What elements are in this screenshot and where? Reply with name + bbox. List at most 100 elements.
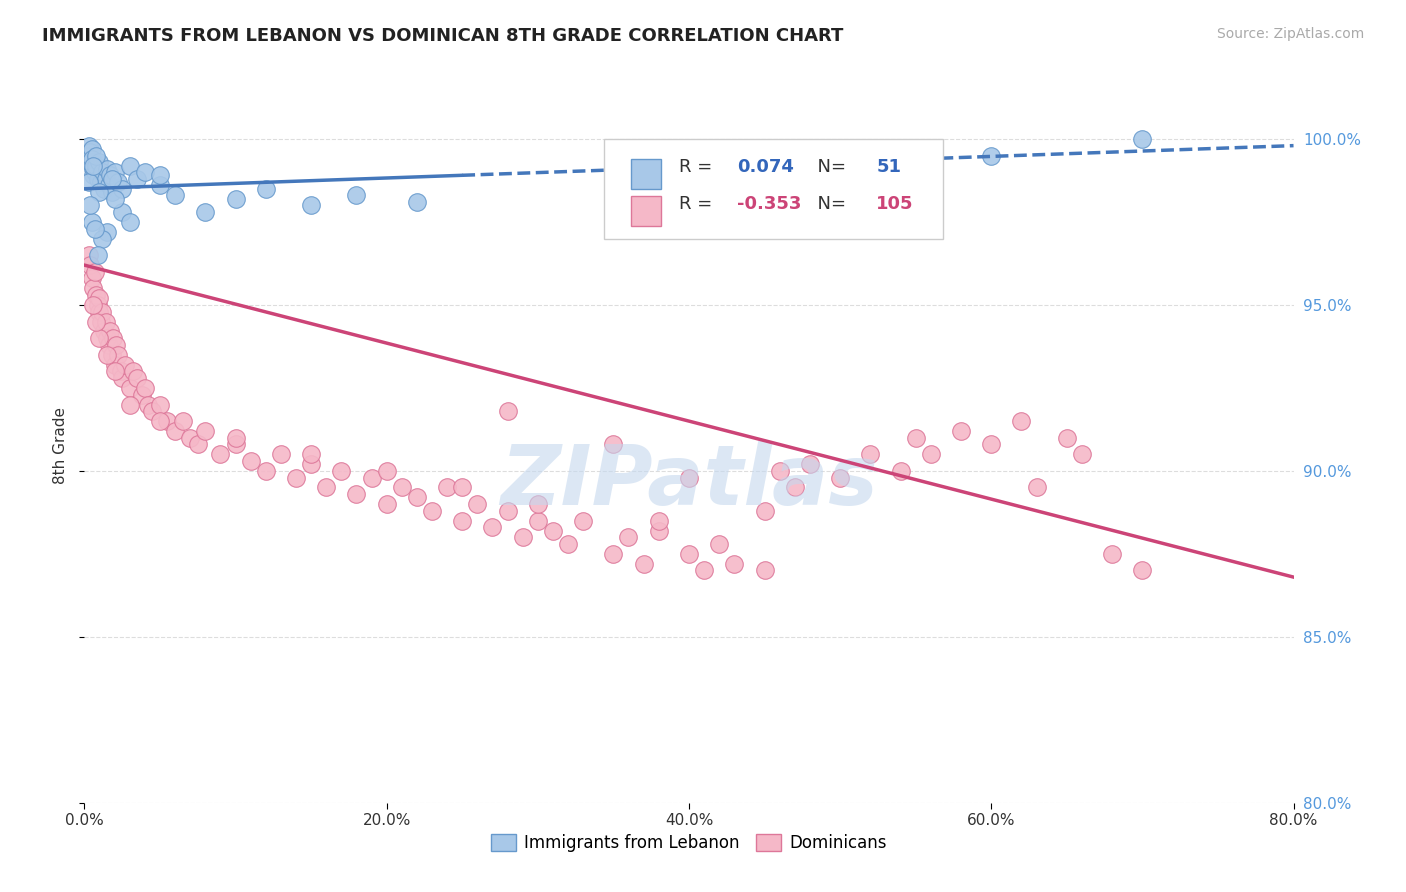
Point — [360, 470, 382, 484]
Point — [79, 155, 101, 169]
Point — [96, 161, 118, 176]
Point — [254, 182, 277, 196]
Point — [86, 288, 108, 302]
Point — [89, 155, 111, 169]
Point — [82, 159, 104, 173]
Point — [754, 564, 776, 578]
Point — [86, 159, 108, 173]
Point — [87, 298, 110, 312]
Point — [84, 221, 107, 235]
Point — [904, 431, 927, 445]
Point — [496, 504, 519, 518]
Point — [86, 314, 108, 328]
Point — [79, 145, 101, 160]
Point — [104, 165, 127, 179]
Point — [709, 537, 731, 551]
Point — [859, 447, 882, 461]
Point — [93, 182, 115, 196]
Point — [299, 447, 322, 461]
Point — [149, 414, 172, 428]
Point — [79, 258, 101, 272]
Point — [110, 364, 132, 378]
Point — [451, 514, 474, 528]
Text: 105: 105 — [876, 195, 914, 213]
Point — [346, 487, 368, 501]
Point — [86, 148, 108, 162]
Point — [97, 178, 120, 193]
Point — [91, 304, 114, 318]
Point — [131, 387, 153, 401]
Point — [111, 182, 134, 196]
Point — [1132, 564, 1154, 578]
Point — [98, 325, 121, 339]
Point — [194, 205, 217, 219]
Point — [436, 481, 458, 495]
Point — [76, 148, 98, 162]
Point — [481, 520, 503, 534]
Text: -0.353: -0.353 — [737, 195, 801, 213]
Point — [82, 281, 104, 295]
Point — [94, 171, 117, 186]
Point — [134, 381, 156, 395]
Point — [406, 195, 429, 210]
Point — [84, 165, 107, 179]
Point — [391, 481, 413, 495]
Point — [91, 231, 114, 245]
Point — [100, 171, 122, 186]
FancyBboxPatch shape — [631, 160, 661, 189]
Point — [118, 397, 141, 411]
Point — [127, 371, 149, 385]
Text: IMMIGRANTS FROM LEBANON VS DOMINICAN 8TH GRADE CORRELATION CHART: IMMIGRANTS FROM LEBANON VS DOMINICAN 8TH… — [42, 27, 844, 45]
Point — [783, 481, 806, 495]
Point — [920, 447, 942, 461]
Text: 51: 51 — [876, 158, 901, 177]
Point — [1025, 481, 1047, 495]
Point — [134, 165, 156, 179]
Text: R =: R = — [679, 195, 718, 213]
Point — [149, 397, 172, 411]
Point — [165, 424, 187, 438]
Point — [90, 314, 112, 328]
Point — [980, 437, 1002, 451]
Point — [96, 348, 118, 362]
Point — [141, 404, 163, 418]
Point — [194, 424, 217, 438]
Point — [602, 437, 624, 451]
Y-axis label: 8th Grade: 8th Grade — [52, 408, 67, 484]
Point — [80, 215, 103, 229]
Point — [890, 464, 912, 478]
Text: N=: N= — [806, 195, 852, 213]
FancyBboxPatch shape — [605, 139, 943, 239]
Point — [118, 159, 141, 173]
Legend: Immigrants from Lebanon, Dominicans: Immigrants from Lebanon, Dominicans — [484, 827, 894, 859]
Point — [100, 348, 122, 362]
Point — [84, 265, 107, 279]
Point — [754, 504, 776, 518]
Point — [82, 169, 104, 183]
Point — [187, 437, 209, 451]
Point — [118, 215, 141, 229]
Point — [512, 530, 534, 544]
Point — [693, 564, 716, 578]
Point — [1132, 132, 1154, 146]
Point — [830, 470, 852, 484]
Point — [172, 414, 194, 428]
Point — [105, 338, 128, 352]
Point — [98, 169, 121, 183]
Point — [678, 547, 700, 561]
Point — [254, 464, 277, 478]
Point — [107, 348, 129, 362]
Point — [617, 530, 640, 544]
Point — [90, 175, 112, 189]
Text: Source: ZipAtlas.com: Source: ZipAtlas.com — [1216, 27, 1364, 41]
Point — [769, 464, 792, 478]
Point — [97, 338, 120, 352]
Point — [93, 325, 115, 339]
Point — [239, 454, 262, 468]
Point — [330, 464, 353, 478]
Point — [82, 161, 104, 176]
Point — [557, 537, 579, 551]
Point — [1056, 431, 1078, 445]
Text: R =: R = — [679, 158, 718, 177]
Point — [77, 248, 100, 262]
